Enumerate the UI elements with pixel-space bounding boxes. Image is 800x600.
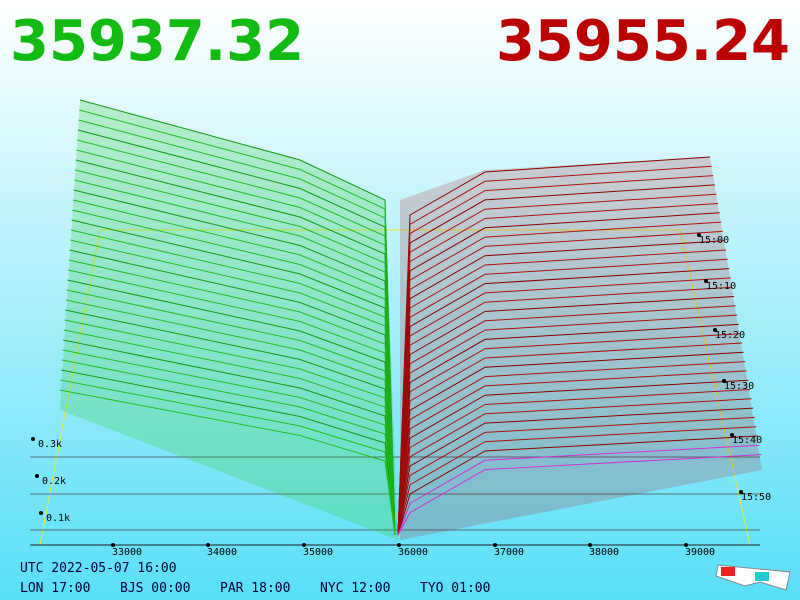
price-tick	[302, 543, 306, 547]
time-label: 15:10	[706, 281, 736, 292]
time-label: 15:50	[741, 492, 771, 503]
utc-time: UTC 2022-05-07 16:00	[20, 561, 177, 576]
ask-area	[400, 157, 762, 540]
price-tick	[588, 543, 592, 547]
ask-line	[397, 444, 760, 536]
ask-line	[397, 361, 746, 536]
bid-line	[60, 379, 396, 536]
time-label: 15:40	[732, 435, 762, 446]
city-time: LON 17:00	[20, 581, 90, 596]
city-time: BJS 00:00	[120, 581, 190, 596]
time-tick	[697, 233, 701, 237]
bid-line	[61, 369, 396, 536]
price-label: 36000	[398, 547, 428, 558]
time-tick	[739, 490, 743, 494]
depth-label: 0.3k	[38, 439, 62, 450]
ask-line	[397, 407, 754, 536]
city-time: PAR 18:00	[220, 581, 290, 596]
ask-line	[397, 370, 747, 536]
city-time: TYO 01:00	[420, 581, 490, 596]
time-label: 15:30	[724, 381, 754, 392]
time-tick	[730, 433, 734, 437]
depth-tick	[31, 437, 35, 441]
price-label: 35000	[303, 547, 333, 558]
time-label: 15:00	[699, 235, 729, 246]
price-tick	[684, 543, 688, 547]
ask-line	[397, 426, 757, 536]
glasses-icon	[715, 564, 791, 591]
price-tick	[111, 543, 115, 547]
time-label: 15:20	[715, 330, 745, 341]
depth-lines	[59, 99, 762, 536]
ask-line	[397, 435, 759, 536]
ask-line	[397, 416, 755, 536]
price-label: 33000	[112, 547, 142, 558]
ask-line	[397, 379, 749, 536]
depth-tick	[39, 511, 43, 515]
ask-price: 35955.24	[496, 9, 790, 74]
depth-tick	[35, 474, 39, 478]
price-label: 39000	[685, 547, 715, 558]
city-time: NYC 12:00	[320, 581, 390, 596]
ask-line	[397, 454, 762, 536]
time-tick	[704, 279, 708, 283]
price-tick	[206, 543, 210, 547]
price-label: 34000	[207, 547, 237, 558]
price-label: 38000	[589, 547, 619, 558]
depth-label: 0.2k	[42, 476, 66, 487]
bid-line	[59, 389, 396, 536]
labels: 33000 34000 35000 36000 37000 38000 39000 0.3k 0…	[31, 233, 771, 558]
time-tick	[713, 328, 717, 332]
depth-label: 0.1k	[46, 513, 70, 524]
ask-line	[397, 389, 751, 536]
price-tick	[397, 543, 401, 547]
time-tick	[722, 379, 726, 383]
price-label: 37000	[494, 547, 524, 558]
price-tick	[493, 543, 497, 547]
ask-line	[397, 398, 752, 536]
bid-price: 35937.32	[10, 9, 304, 74]
